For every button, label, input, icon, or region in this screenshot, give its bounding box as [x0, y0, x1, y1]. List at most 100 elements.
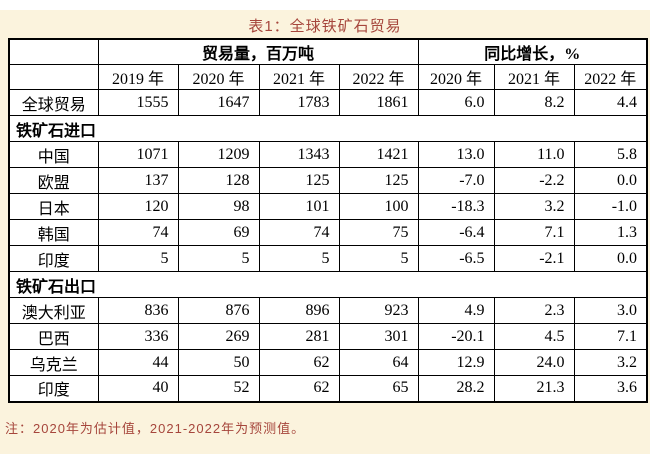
table-row: 印度 5 5 5 5 -6.5 -2.1 0.0: [8, 245, 648, 272]
table-row: 澳大利亚 836 876 896 923 4.9 2.3 3.0: [8, 297, 648, 324]
value-cell: 11.0: [493, 141, 575, 168]
value-cell: 125: [338, 167, 419, 194]
value-cell: 125: [258, 167, 340, 194]
value-cell: 7.1: [573, 323, 648, 350]
row-label: 印度: [8, 245, 99, 272]
row-label: 巴西: [8, 323, 99, 350]
value-cell: 5: [177, 245, 260, 272]
value-cell: 4.4: [573, 89, 648, 116]
value-cell: 6.0: [417, 89, 495, 116]
value-cell: 1071: [97, 141, 179, 168]
table-row: 韩国 74 69 74 75 -6.4 7.1 1.3: [8, 219, 648, 246]
value-cell: 0.0: [573, 167, 648, 194]
year-header-cell: 2020 年: [177, 64, 260, 90]
value-cell: 923: [338, 297, 419, 324]
value-cell: -20.1: [417, 323, 495, 350]
value-cell: 52: [177, 375, 260, 402]
value-cell: 836: [97, 297, 179, 324]
value-cell: 5: [258, 245, 340, 272]
value-cell: 4.9: [417, 297, 495, 324]
value-cell: 69: [177, 219, 260, 246]
table-row: 乌克兰 44 50 62 64 12.9 24.0 3.2: [8, 349, 648, 376]
year-header-cell: 2022 年: [573, 64, 648, 90]
section-row: 铁矿石进口: [8, 115, 648, 142]
value-cell: 65: [338, 375, 419, 402]
value-cell: 74: [258, 219, 340, 246]
value-cell: 98: [177, 193, 260, 220]
value-cell: 0.0: [573, 245, 648, 272]
row-label: 日本: [8, 193, 99, 220]
corner-cell-top: [8, 38, 99, 65]
value-cell: 3.6: [573, 375, 648, 402]
value-cell: 120: [97, 193, 179, 220]
value-cell: 12.9: [417, 349, 495, 376]
value-cell: -2.1: [493, 245, 575, 272]
value-cell: 100: [338, 193, 419, 220]
row-label: 乌克兰: [8, 349, 99, 376]
table-row: 印度 40 52 62 65 28.2 21.3 3.6: [8, 375, 648, 402]
row-label: 澳大利亚: [8, 297, 99, 324]
value-cell: -1.0: [573, 193, 648, 220]
value-cell: 21.3: [493, 375, 575, 402]
row-label: 韩国: [8, 219, 99, 246]
value-cell: 876: [177, 297, 260, 324]
group-header-row: 贸易量，百万吨 同比增长，%: [8, 38, 648, 65]
value-cell: 1647: [177, 89, 260, 116]
row-label: 欧盟: [8, 167, 99, 194]
value-cell: 64: [338, 349, 419, 376]
section-row: 铁矿石出口: [8, 271, 648, 298]
value-cell: 1421: [338, 141, 419, 168]
value-cell: 5.8: [573, 141, 648, 168]
value-cell: -18.3: [417, 193, 495, 220]
value-cell: 40: [97, 375, 179, 402]
year-header-cell: 2020 年: [417, 64, 495, 90]
group-header-volume: 贸易量，百万吨: [97, 38, 419, 65]
value-cell: 44: [97, 349, 179, 376]
table-row: 欧盟 137 128 125 125 -7.0 -2.2 0.0: [8, 167, 648, 194]
value-cell: 269: [177, 323, 260, 350]
table-row: 巴西 336 269 281 301 -20.1 4.5 7.1: [8, 323, 648, 350]
value-cell: 128: [177, 167, 260, 194]
value-cell: 8.2: [493, 89, 575, 116]
value-cell: 50: [177, 349, 260, 376]
value-cell: 28.2: [417, 375, 495, 402]
value-cell: 896: [258, 297, 340, 324]
row-label: 印度: [8, 375, 99, 402]
value-cell: 336: [97, 323, 179, 350]
value-cell: -2.2: [493, 167, 575, 194]
value-cell: 4.5: [493, 323, 575, 350]
row-label: 全球贸易: [8, 89, 99, 116]
value-cell: 62: [258, 375, 340, 402]
value-cell: 281: [258, 323, 340, 350]
table-title: 表1：全球铁矿石贸易: [248, 18, 402, 35]
value-cell: 137: [97, 167, 179, 194]
value-cell: 1555: [97, 89, 179, 116]
row-label: 中国: [8, 141, 99, 168]
year-header-cell: 2019 年: [97, 64, 179, 90]
year-header-cell: 2022 年: [338, 64, 419, 90]
table-row: 全球贸易 1555 1647 1783 1861 6.0 8.2 4.4: [8, 89, 648, 116]
value-cell: 24.0: [493, 349, 575, 376]
value-cell: 75: [338, 219, 419, 246]
value-cell: 5: [97, 245, 179, 272]
value-cell: 74: [97, 219, 179, 246]
value-cell: -7.0: [417, 167, 495, 194]
value-cell: 1343: [258, 141, 340, 168]
value-cell: 7.1: [493, 219, 575, 246]
section-label: 铁矿石进口: [8, 115, 648, 142]
value-cell: 13.0: [417, 141, 495, 168]
value-cell: 3.2: [573, 349, 648, 376]
value-cell: -6.4: [417, 219, 495, 246]
footnote: 注：2020年为估计值，2021-2022年为预测值。: [5, 420, 306, 436]
value-cell: -6.5: [417, 245, 495, 272]
section-label: 铁矿石出口: [8, 271, 648, 298]
value-cell: 1209: [177, 141, 260, 168]
value-cell: 1.3: [573, 219, 648, 246]
table-row: 中国 1071 1209 1343 1421 13.0 11.0 5.8: [8, 141, 648, 168]
value-cell: 1783: [258, 89, 340, 116]
value-cell: 3.2: [493, 193, 575, 220]
page-background: 表1：全球铁矿石贸易 贸易量，百万吨 同比增长，% 2019 年 2020 年 20…: [0, 10, 650, 454]
corner-cell-bottom: [8, 64, 99, 90]
group-header-growth: 同比增长，%: [417, 38, 648, 65]
